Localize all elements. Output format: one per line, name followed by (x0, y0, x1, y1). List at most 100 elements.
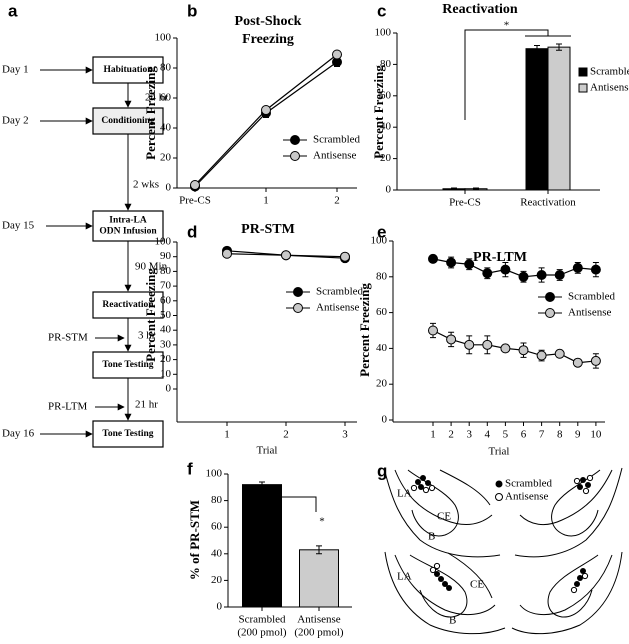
step-label: Intra-LA (109, 216, 147, 226)
error-bar (316, 545, 322, 555)
y-tick-label: 40 (376, 342, 388, 354)
step-label: Habituation (103, 65, 153, 75)
panel-letter: f (187, 459, 193, 478)
day-label: Day 2 (2, 115, 29, 127)
y-tick-label: 100 (371, 235, 388, 247)
x-tick-label: Scrambled (238, 614, 286, 626)
y-tick-label: 60 (160, 294, 172, 306)
x-tick-label: 1 (224, 429, 230, 441)
y-tick-label: 80 (211, 494, 223, 506)
y-tick-label: 70 (160, 280, 172, 292)
y-tick-label: 50 (160, 309, 172, 321)
step-label: Conditioning (101, 116, 155, 126)
data-point (261, 105, 271, 115)
legend-label: Antisense (316, 302, 360, 314)
y-tick-label: 0 (166, 383, 172, 395)
x-tick-note: (200 pmol) (237, 627, 287, 639)
data-point (536, 350, 547, 361)
data-point (572, 357, 583, 368)
legend-marker (293, 287, 303, 297)
y-tick-label: 80 (376, 270, 388, 282)
legend-label: Scrambled (505, 478, 553, 490)
y-tick-label: 20 (380, 152, 392, 164)
panel-letter: c (377, 1, 386, 20)
y-tick-label: 60 (376, 306, 388, 318)
interval-label: 21 hr (135, 399, 158, 411)
y-tick-label: 0 (166, 182, 172, 194)
y-tick-label: 0 (386, 184, 392, 196)
series-line (194, 61, 338, 187)
y-tick-label: 40 (211, 547, 223, 559)
panel-letter: e (377, 222, 386, 241)
y-tick-label: 10 (160, 368, 172, 380)
y-tick-label: 100 (375, 27, 392, 39)
series-line (432, 258, 596, 278)
x-tick-label: 5 (503, 429, 509, 441)
interval-label: 90 Min (135, 261, 168, 273)
data-point (190, 180, 200, 190)
test-label: PR-LTM (48, 401, 88, 413)
x-tick-label: 10 (590, 429, 602, 441)
bar (547, 46, 571, 191)
data-point (446, 334, 457, 345)
chart-title: Freezing (242, 32, 294, 47)
data-point (590, 355, 601, 366)
y-tick-label: 60 (211, 521, 223, 533)
legend-marker (545, 292, 555, 302)
y-axis-label: % of PR-STM (187, 500, 202, 580)
y-tick-label: 100 (206, 468, 223, 480)
data-point (428, 253, 438, 264)
interval-label: 2 wks (133, 179, 159, 191)
chart-title: Reactivation (442, 2, 518, 17)
x-tick-label: 1 (263, 195, 269, 207)
x-tick-label: Reactivation (520, 197, 576, 209)
data-point (222, 248, 232, 259)
interval-label: 24 hr (145, 92, 168, 104)
x-axis-label: Trial (257, 445, 278, 457)
x-tick-label: 4 (485, 429, 491, 441)
legend-marker (290, 151, 300, 161)
step-label: Tone Testing (102, 429, 153, 439)
x-tick-label: 9 (575, 429, 581, 441)
panel-letter: b (187, 1, 197, 20)
region-label: CE (470, 579, 484, 591)
region-label: CE (437, 511, 451, 523)
x-tick-label: 6 (521, 429, 527, 441)
panel-letter: g (377, 461, 387, 480)
step-box (92, 56, 164, 84)
error-bar (534, 45, 540, 53)
y-tick-label: 60 (380, 89, 392, 101)
step-box (92, 210, 164, 242)
day-label: Day 15 (2, 220, 35, 232)
bar (299, 549, 339, 608)
step-box (92, 420, 164, 448)
panel-letter: d (187, 222, 197, 241)
legend-marker (293, 303, 303, 313)
histology-drawing (383, 467, 623, 635)
series-line (432, 329, 596, 364)
step-label: Tone Testing (102, 360, 153, 370)
data-point (554, 348, 565, 359)
x-tick-label: 8 (557, 429, 563, 441)
legend-label: Scrambled (590, 66, 629, 78)
significance-bracket (464, 29, 571, 120)
data-point (572, 262, 583, 273)
y-tick-label: 60 (160, 92, 172, 104)
data-point (428, 325, 438, 336)
region-label: B (428, 531, 435, 543)
y-tick-label: 20 (211, 574, 223, 586)
data-point (281, 250, 291, 261)
legend-label: Antisense (313, 150, 357, 162)
y-tick-label: 80 (160, 265, 172, 277)
y-tick-label: 0 (217, 601, 223, 613)
y-tick-label: 40 (160, 122, 172, 134)
significance-star: * (504, 20, 510, 32)
x-tick-label: 2 (448, 429, 454, 441)
day-label: Day 1 (2, 64, 29, 76)
test-label: PR-STM (48, 332, 88, 344)
legend-label: Scrambled (316, 286, 364, 298)
step-label: Reactivation (102, 300, 154, 310)
y-tick-label: 40 (380, 121, 392, 133)
data-point (340, 251, 350, 262)
